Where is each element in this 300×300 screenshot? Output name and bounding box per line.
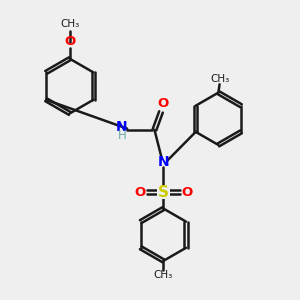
Text: O: O [181,186,192,199]
Text: H: H [118,129,127,142]
Text: CH₃: CH₃ [60,19,80,29]
Text: S: S [158,185,169,200]
Text: N: N [158,155,169,170]
Text: O: O [64,35,75,48]
Text: O: O [135,186,146,199]
Text: N: N [116,120,127,134]
Text: CH₃: CH₃ [154,270,173,280]
FancyBboxPatch shape [157,186,170,199]
Text: O: O [157,97,168,110]
Text: CH₃: CH₃ [211,74,230,84]
